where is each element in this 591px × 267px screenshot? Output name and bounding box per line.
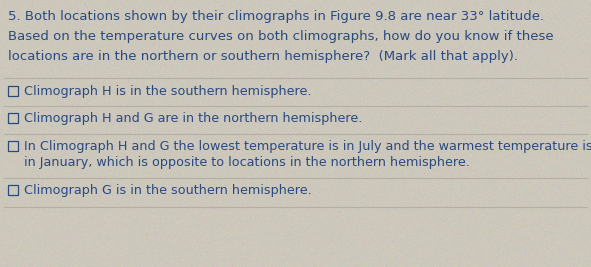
Text: in January, which is opposite to locations in the northern hemisphere.: in January, which is opposite to locatio… xyxy=(24,156,470,169)
Text: 5. Both locations shown by their climographs in Figure 9.8 are near 33° latitude: 5. Both locations shown by their climogr… xyxy=(8,10,544,23)
Text: Climograph G is in the southern hemisphere.: Climograph G is in the southern hemisphe… xyxy=(24,184,311,197)
Text: Climograph H and G are in the northern hemisphere.: Climograph H and G are in the northern h… xyxy=(24,112,362,125)
Text: locations are in the northern or southern hemisphere?  (Mark all that apply).: locations are in the northern or souther… xyxy=(8,50,518,63)
Text: Based on the temperature curves on both climographs, how do you know if these: Based on the temperature curves on both … xyxy=(8,30,554,43)
Bar xyxy=(8,113,18,123)
Text: Climograph H is in the southern hemisphere.: Climograph H is in the southern hemisphe… xyxy=(24,85,311,98)
Bar xyxy=(8,185,18,195)
Bar xyxy=(8,86,18,96)
Bar xyxy=(8,141,18,151)
Text: In Climograph H and G the lowest temperature is in July and the warmest temperat: In Climograph H and G the lowest tempera… xyxy=(24,140,591,153)
